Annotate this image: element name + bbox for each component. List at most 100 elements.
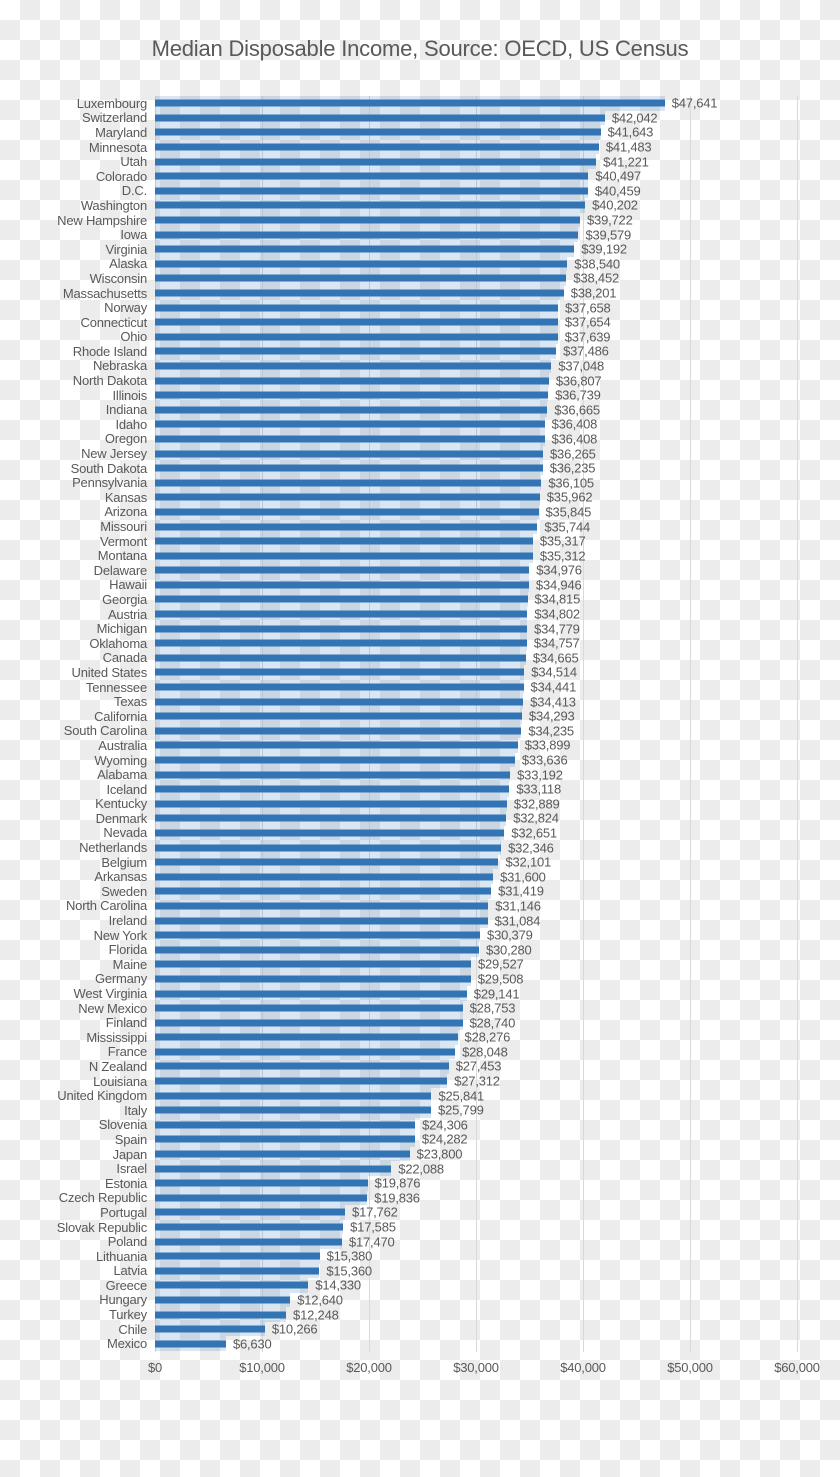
- bar-track: $32,651: [155, 825, 840, 841]
- bar: [155, 1033, 458, 1041]
- bar-track: $34,815: [155, 592, 840, 607]
- bar-track: $31,600: [155, 869, 840, 885]
- value-label: $39,192: [581, 241, 627, 257]
- bar-row: Czech Republic $19,836: [0, 1190, 840, 1206]
- bar-row: California $34,293: [0, 708, 840, 724]
- bar-track: $34,665: [155, 650, 840, 666]
- bar-track: $34,802: [155, 606, 840, 622]
- category-label: Lithuania: [96, 1248, 147, 1264]
- bar-row: New Mexico $28,753: [0, 1000, 840, 1016]
- bar-track: $27,453: [155, 1059, 840, 1074]
- bar: [155, 1179, 368, 1187]
- bar-rows: Luxembourg $47,641 Switzerland $42,042 Maryl…: [0, 96, 840, 1352]
- bar: [155, 552, 533, 560]
- bar: [155, 990, 467, 998]
- bar: [155, 362, 552, 370]
- category-label: Ohio: [120, 329, 147, 345]
- category-label: Texas: [114, 694, 147, 710]
- bar-track: $28,753: [155, 1000, 840, 1016]
- bar-track: $15,360: [155, 1263, 840, 1279]
- chart-title: Median Disposable Income, Source: OECD, …: [151, 36, 689, 61]
- bar-track: $40,497: [155, 168, 840, 184]
- bar: [155, 1106, 432, 1114]
- category-label: Iceland: [106, 781, 147, 797]
- bar: [155, 143, 599, 151]
- bar: [155, 289, 564, 297]
- value-label: $12,248: [293, 1307, 339, 1323]
- bar: [155, 668, 525, 676]
- bar-track: $12,640: [155, 1292, 840, 1308]
- category-label: United Kingdom: [57, 1088, 147, 1104]
- bar-track: $35,962: [155, 490, 840, 505]
- bar-row: Washington $40,202: [0, 198, 840, 213]
- bar-row: Wyoming $33,636: [0, 752, 840, 768]
- bar: [155, 1325, 265, 1333]
- bar: [155, 479, 542, 487]
- category-label: California: [94, 708, 147, 724]
- bar: [155, 975, 471, 983]
- bar-track: $30,280: [155, 942, 840, 958]
- bar: [155, 245, 575, 253]
- bar-track: $34,413: [155, 694, 840, 709]
- bar: [155, 187, 588, 195]
- value-label: $25,799: [438, 1102, 484, 1118]
- bar-track: $35,744: [155, 519, 840, 534]
- value-label: $31,600: [500, 869, 546, 885]
- value-label: $34,665: [532, 650, 579, 666]
- bar: [155, 464, 543, 472]
- value-label: $28,276: [464, 1029, 511, 1045]
- value-label: $35,744: [544, 519, 591, 535]
- bar-row: Netherlands $32,346: [0, 840, 840, 855]
- value-label: $39,722: [587, 212, 633, 228]
- bar-row: Connecticut $37,654: [0, 314, 840, 330]
- bar-row: Canada $34,665: [0, 650, 840, 666]
- value-label: $34,514: [531, 664, 577, 680]
- category-label: Austria: [107, 606, 147, 622]
- category-label: Germany: [94, 971, 147, 987]
- value-label: $22,088: [398, 1161, 444, 1177]
- bar: [155, 1281, 309, 1289]
- category-label: Greece: [105, 1277, 148, 1293]
- bar: [155, 566, 530, 574]
- value-label: $27,312: [454, 1073, 500, 1089]
- category-label: D.C.: [121, 183, 147, 199]
- bar: [155, 377, 549, 385]
- bar-row: Oklahoma $34,757: [0, 635, 840, 651]
- bar: [155, 318, 558, 326]
- bar-track: $32,346: [155, 840, 840, 855]
- category-label: Israel: [116, 1161, 147, 1177]
- value-label: $34,413: [530, 694, 576, 710]
- bar: [155, 158, 597, 166]
- bar: [155, 829, 505, 837]
- bar: [155, 274, 567, 282]
- category-label: Denmark: [95, 810, 148, 826]
- bar: [155, 420, 545, 428]
- value-label: $35,317: [539, 533, 586, 549]
- bar-track: $36,739: [155, 387, 840, 403]
- bar-row: Norway $37,658: [0, 300, 840, 315]
- bar: [155, 917, 488, 925]
- value-label: $12,640: [297, 1292, 343, 1308]
- value-label: $10,266: [271, 1321, 318, 1337]
- bar-row: Greece $14,330: [0, 1278, 840, 1293]
- bar-track: $17,762: [155, 1205, 840, 1220]
- category-label: Sweden: [101, 883, 147, 899]
- bar-track: $29,508: [155, 971, 840, 987]
- bar-row: Germany $29,508: [0, 971, 840, 987]
- bar: [155, 260, 568, 268]
- bar-row: United Kingdom $25,841: [0, 1088, 840, 1103]
- bar-track: $17,585: [155, 1219, 840, 1235]
- x-tick-label: $40,000: [560, 1360, 606, 1375]
- bar-track: $25,841: [155, 1088, 840, 1103]
- category-label: Estonia: [105, 1175, 147, 1191]
- category-label: Arkansas: [94, 869, 147, 885]
- bar: [155, 1077, 448, 1085]
- category-label: South Dakota: [70, 460, 148, 476]
- value-label: $36,408: [551, 416, 598, 432]
- bar: [155, 960, 471, 968]
- bar: [155, 1165, 392, 1173]
- value-label: $32,824: [513, 810, 559, 826]
- bar-row: Japan $23,800: [0, 1146, 840, 1162]
- value-label: $33,636: [521, 752, 568, 768]
- value-label: $41,221: [603, 154, 649, 170]
